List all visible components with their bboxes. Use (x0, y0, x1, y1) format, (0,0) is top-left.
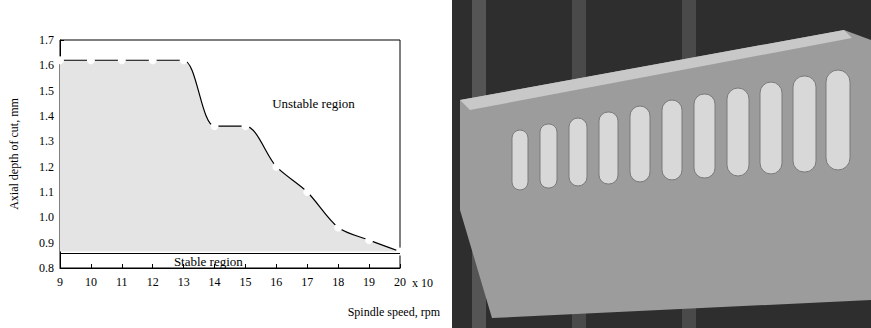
svg-text:15: 15 (239, 275, 251, 289)
svg-text:0.8: 0.8 (39, 261, 54, 275)
svg-text:18: 18 (332, 275, 344, 289)
svg-text:12: 12 (147, 275, 159, 289)
svg-text:1.2: 1.2 (39, 160, 54, 174)
svg-text:1.0: 1.0 (39, 210, 54, 224)
svg-text:9: 9 (57, 275, 63, 289)
svg-text:Unstable region: Unstable region (272, 96, 355, 111)
svg-text:x 10: x 10 (412, 276, 433, 290)
svg-text:17: 17 (301, 275, 313, 289)
svg-text:13: 13 (178, 275, 190, 289)
svg-text:Spindle speed, rpm: Spindle speed, rpm (348, 305, 441, 319)
svg-text:0.9: 0.9 (39, 236, 54, 250)
svg-text:1.5: 1.5 (39, 84, 54, 98)
svg-text:11: 11 (116, 275, 128, 289)
svg-text:Axial depth of cut, mm: Axial depth of cut, mm (7, 98, 21, 210)
svg-text:1.1: 1.1 (39, 185, 54, 199)
svg-text:1.3: 1.3 (39, 134, 54, 148)
svg-text:19: 19 (363, 275, 375, 289)
svg-text:16: 16 (270, 275, 282, 289)
svg-text:10: 10 (85, 275, 97, 289)
svg-text:1.4: 1.4 (39, 109, 54, 123)
svg-text:Stable region: Stable region (174, 254, 243, 269)
svg-text:1.7: 1.7 (39, 33, 54, 47)
svg-text:1.6: 1.6 (39, 58, 54, 72)
svg-text:20: 20 (394, 275, 406, 289)
svg-text:14: 14 (209, 275, 221, 289)
